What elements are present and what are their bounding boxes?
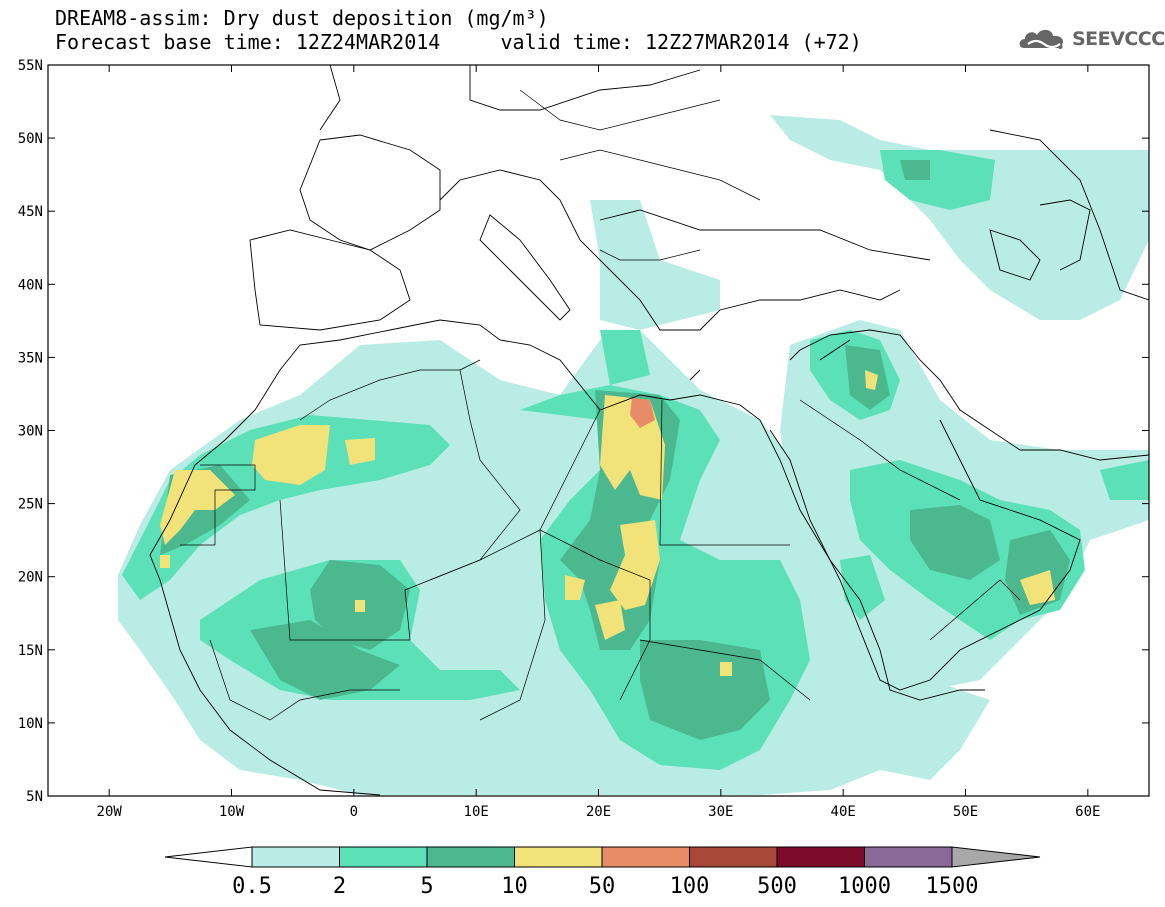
colorbar-swatch (776, 846, 865, 868)
country-borders (180, 89, 1021, 721)
y-tick-label: 15N (18, 643, 43, 659)
colorbar-level-label: 500 (757, 874, 797, 899)
y-tick-label: 40N (18, 277, 43, 293)
colorbar-swatch (864, 846, 953, 868)
logo-text: SEEVCCC (1072, 28, 1165, 50)
colorbar: 0.5 2 5 10 50 100 500 1000 1500 (164, 846, 1041, 899)
colorbar-level-label: 1000 (838, 874, 891, 899)
forecast-time-subtitle: Forecast base time: 12Z24MAR2014 valid t… (55, 30, 862, 54)
x-tick-label: 20W (97, 804, 123, 820)
colorbar-swatch (601, 846, 690, 868)
y-tick-label: 50N (18, 131, 43, 147)
colorbar-level-label: 10 (501, 874, 528, 899)
colorbar-level-label: 2 (333, 874, 346, 899)
colorbar-level-label: 5 (420, 874, 433, 899)
coastlines (149, 65, 1149, 796)
dust-field-10 (160, 370, 1055, 676)
map-title: DREAM8-assim: Dry dust deposition (mg/m³… (55, 6, 549, 30)
colorbar-swatch (251, 846, 340, 868)
x-tick-label: 40E (831, 804, 856, 820)
colorbar-swatch (426, 846, 515, 868)
colorbar-swatch (514, 846, 603, 868)
x-axis: 20W 10W 0 10E 20E 30E 40E 50E 60E (97, 65, 1100, 820)
x-tick-label: 60E (1075, 804, 1100, 820)
cloud-logo-icon (1019, 29, 1063, 49)
y-tick-label: 30N (18, 424, 43, 440)
x-tick-label: 10E (464, 804, 489, 820)
y-axis: 55N 50N 45N 40N 35N 30N 25N 20N 15N 10N 5N (18, 58, 1149, 805)
seevccc-logo: SEEVCCC (1018, 26, 1165, 52)
x-tick-label: 20E (586, 804, 611, 820)
dust-fields (118, 115, 1149, 795)
y-tick-label: 35N (18, 350, 43, 366)
colorbar-level-label: 100 (670, 874, 710, 899)
colorbar-level-label: 1500 (926, 874, 979, 899)
y-tick-label: 25N (18, 497, 43, 513)
colorbar-over-arrow (951, 846, 1041, 868)
y-tick-label: 45N (18, 204, 43, 220)
colorbar-swatch (689, 846, 778, 868)
y-tick-label: 55N (18, 58, 43, 74)
x-tick-label: 10W (219, 804, 245, 820)
x-tick-label: 0 (350, 804, 358, 820)
colorbar-swatch (339, 846, 428, 868)
dust-field-50 (630, 398, 655, 428)
colorbar-under-arrow (164, 846, 253, 868)
x-tick-label: 30E (708, 804, 733, 820)
y-tick-label: 10N (18, 716, 43, 732)
colorbar-level-label: 0.5 (232, 874, 272, 899)
colorbar-level-label: 50 (589, 874, 616, 899)
x-tick-label: 50E (953, 804, 978, 820)
y-tick-label: 20N (18, 570, 43, 586)
y-tick-label: 5N (26, 789, 43, 805)
